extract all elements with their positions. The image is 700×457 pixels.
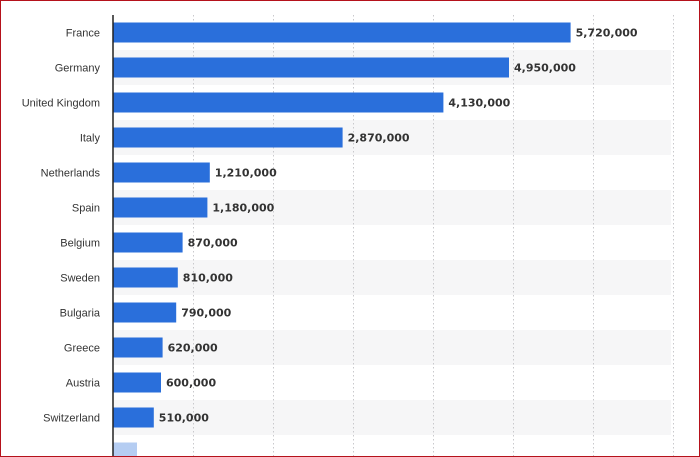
value-label: 4,130,000: [448, 97, 510, 110]
value-label: 1,180,000: [212, 202, 274, 215]
category-label: Switzerland: [43, 413, 100, 425]
bar[interactable]: [113, 127, 343, 148]
category-label: Spain: [72, 203, 100, 215]
bar[interactable]: [113, 372, 161, 393]
value-label: 870,000: [188, 237, 238, 250]
row-bands: [113, 50, 671, 435]
category-labels: France Germany United Kingdom Italy Netherla…: [22, 28, 101, 425]
category-label: Bulgaria: [60, 308, 101, 320]
value-label: 510,000: [159, 412, 209, 425]
bar[interactable]: [113, 407, 154, 428]
row-band: [113, 260, 671, 295]
bar[interactable]: [113, 92, 444, 113]
value-label: 2,870,000: [348, 132, 410, 145]
bar[interactable]: [113, 162, 210, 183]
value-label: 5,720,000: [576, 27, 638, 40]
row-band: [113, 330, 671, 365]
bars: [113, 22, 571, 456]
category-label: Greece: [64, 343, 100, 355]
category-label: France: [66, 28, 100, 40]
value-label: 790,000: [181, 307, 231, 320]
bar[interactable]: [113, 337, 163, 358]
bar[interactable]: [113, 302, 177, 323]
value-label: 4,950,000: [514, 62, 576, 75]
bar[interactable]: [113, 22, 571, 43]
gridlines: [193, 15, 674, 456]
bar[interactable]: [113, 57, 509, 78]
category-label: Netherlands: [41, 168, 101, 180]
category-label: United Kingdom: [22, 98, 100, 110]
category-label: Sweden: [60, 273, 100, 285]
value-label: 1,210,000: [215, 167, 277, 180]
category-label: Belgium: [60, 238, 100, 250]
value-label: 810,000: [183, 272, 233, 285]
row-band: [113, 400, 671, 435]
value-labels: 5,720,000 4,950,000 4,130,000 2,870,000 1,21…: [159, 27, 638, 425]
category-label: Germany: [55, 63, 101, 75]
category-label: Italy: [80, 133, 101, 145]
value-label: 620,000: [168, 342, 218, 355]
value-label: 600,000: [166, 377, 216, 390]
bar[interactable]: [113, 232, 183, 253]
category-label: Austria: [66, 378, 101, 390]
bar[interactable]: [113, 267, 178, 288]
bar-partial: [113, 442, 137, 456]
bar[interactable]: [113, 197, 208, 218]
